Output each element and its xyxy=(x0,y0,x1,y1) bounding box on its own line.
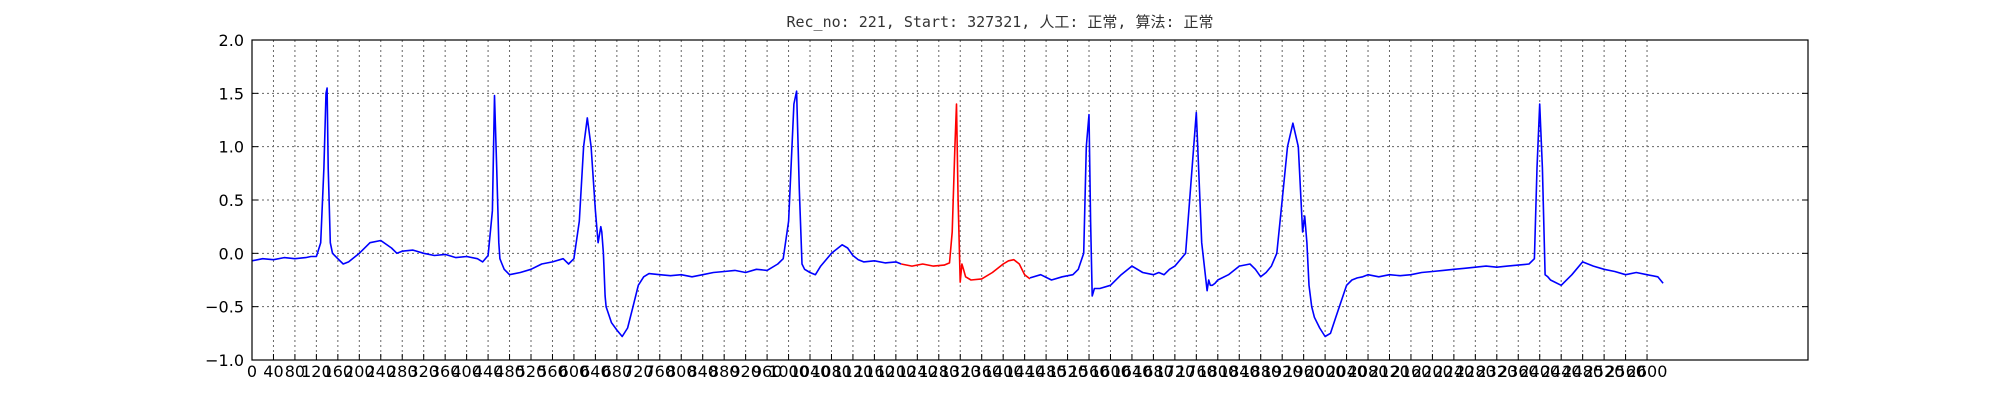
y-tick-label: 1.5 xyxy=(219,84,244,103)
x-tick-label: 1160 xyxy=(854,362,895,381)
x-tick-label: 0 xyxy=(247,362,257,381)
x-tick-label: 1760 xyxy=(1176,362,1217,381)
x-tick-label: 1840 xyxy=(1219,362,1260,381)
x-tick-label: 1480 xyxy=(1026,362,1067,381)
y-tick-label: 0.5 xyxy=(219,191,244,210)
x-axis-ticks: 0 40 8012016020024028032036040044048052056… xyxy=(247,354,1667,381)
x-tick-label: 1080 xyxy=(811,362,852,381)
x-tick-label: 800 xyxy=(666,362,697,381)
x-tick-label: 2360 xyxy=(1498,362,1539,381)
x-tick-label: 320 xyxy=(408,362,439,381)
x-tick-label: 760 xyxy=(645,362,676,381)
x-tick-label: 400 xyxy=(451,362,482,381)
x-tick-label: 1120 xyxy=(833,362,874,381)
x-tick-label: 920 xyxy=(730,362,761,381)
x-tick-label: 840 xyxy=(687,362,718,381)
x-tick-label: 1360 xyxy=(961,362,1002,381)
y-tick-label: 2.0 xyxy=(219,31,244,50)
x-tick-label: 680 xyxy=(602,362,633,381)
x-tick-label: 1960 xyxy=(1283,362,1324,381)
x-tick-label: 2200 xyxy=(1412,362,1453,381)
y-tick-label: 1.0 xyxy=(219,138,244,157)
plot-series xyxy=(251,87,1664,338)
x-tick-label: 2000 xyxy=(1305,362,1346,381)
x-tick-label: 2080 xyxy=(1348,362,1389,381)
x-tick-label: 2280 xyxy=(1455,362,1496,381)
x-tick-label: 120 xyxy=(301,362,332,381)
x-tick-label: 1240 xyxy=(897,362,938,381)
y-tick-label: 0.0 xyxy=(219,244,244,263)
x-tick-label: 640 xyxy=(580,362,611,381)
x-tick-label: 1600 xyxy=(1090,362,1131,381)
x-tick-label: 2480 xyxy=(1562,362,1603,381)
x-tick-label: 1920 xyxy=(1262,362,1303,381)
x-tick-label: 1520 xyxy=(1047,362,1088,381)
x-tick-label: 200 xyxy=(344,362,375,381)
y-axis-ticks: 2.0 1.5 1.0 0.5 0.0 −0.5 −1.0 xyxy=(205,31,1808,370)
x-tick-label: 80 xyxy=(285,362,305,381)
x-tick-label: 2160 xyxy=(1391,362,1432,381)
x-tick-label: 1280 xyxy=(918,362,959,381)
x-tick-label: 1720 xyxy=(1155,362,1196,381)
x-tick-label: 2240 xyxy=(1434,362,1475,381)
x-tick-label: 2040 xyxy=(1326,362,1367,381)
x-tick-label: 440 xyxy=(473,362,504,381)
x-tick-label: 160 xyxy=(323,362,354,381)
grid-lines xyxy=(252,40,1808,360)
y-tick-label: −0.5 xyxy=(205,298,244,317)
x-tick-label: 1200 xyxy=(876,362,917,381)
x-tick-label: 720 xyxy=(623,362,654,381)
x-tick-label: 1880 xyxy=(1240,362,1281,381)
x-tick-label: 40 xyxy=(263,362,283,381)
x-tick-label: 480 xyxy=(494,362,525,381)
chart-title: Rec_no: 221, Start: 327321, 人工: 正常, 算法: … xyxy=(786,13,1213,31)
x-tick-label: 1680 xyxy=(1133,362,1174,381)
x-tick-label: 360 xyxy=(430,362,461,381)
y-tick-label: −1.0 xyxy=(205,351,244,370)
x-tick-label: 1400 xyxy=(983,362,1024,381)
ecg-series-line-2 xyxy=(901,103,1031,283)
ecg-series-line-1 xyxy=(251,87,902,338)
x-tick-label: 960 xyxy=(752,362,783,381)
x-tick-label: 560 xyxy=(537,362,568,381)
x-tick-label: 1800 xyxy=(1197,362,1238,381)
x-tick-label: 880 xyxy=(709,362,740,381)
x-tick-label: 520 xyxy=(516,362,547,381)
x-tick-label: 2320 xyxy=(1476,362,1517,381)
x-tick-label: 280 xyxy=(387,362,418,381)
x-tick-label: 1320 xyxy=(940,362,981,381)
x-tick-label: 1040 xyxy=(790,362,831,381)
x-tick-label: 2560 xyxy=(1605,362,1646,381)
x-tick-label: 2520 xyxy=(1584,362,1625,381)
x-tick-label: 1560 xyxy=(1069,362,1110,381)
x-tick-label: 240 xyxy=(365,362,396,381)
x-tick-label: 2120 xyxy=(1369,362,1410,381)
x-tick-label: 2440 xyxy=(1541,362,1582,381)
plot-frame xyxy=(251,39,1809,361)
x-tick-label: 2400 xyxy=(1519,362,1560,381)
ecg-series-line-3 xyxy=(1029,103,1664,338)
x-tick-label: 600 xyxy=(559,362,590,381)
x-tick-label: 1440 xyxy=(1004,362,1045,381)
x-tick-label: 1640 xyxy=(1112,362,1153,381)
x-tick-label: 1000 xyxy=(768,362,809,381)
x-tick-label: 2600 xyxy=(1627,362,1668,381)
